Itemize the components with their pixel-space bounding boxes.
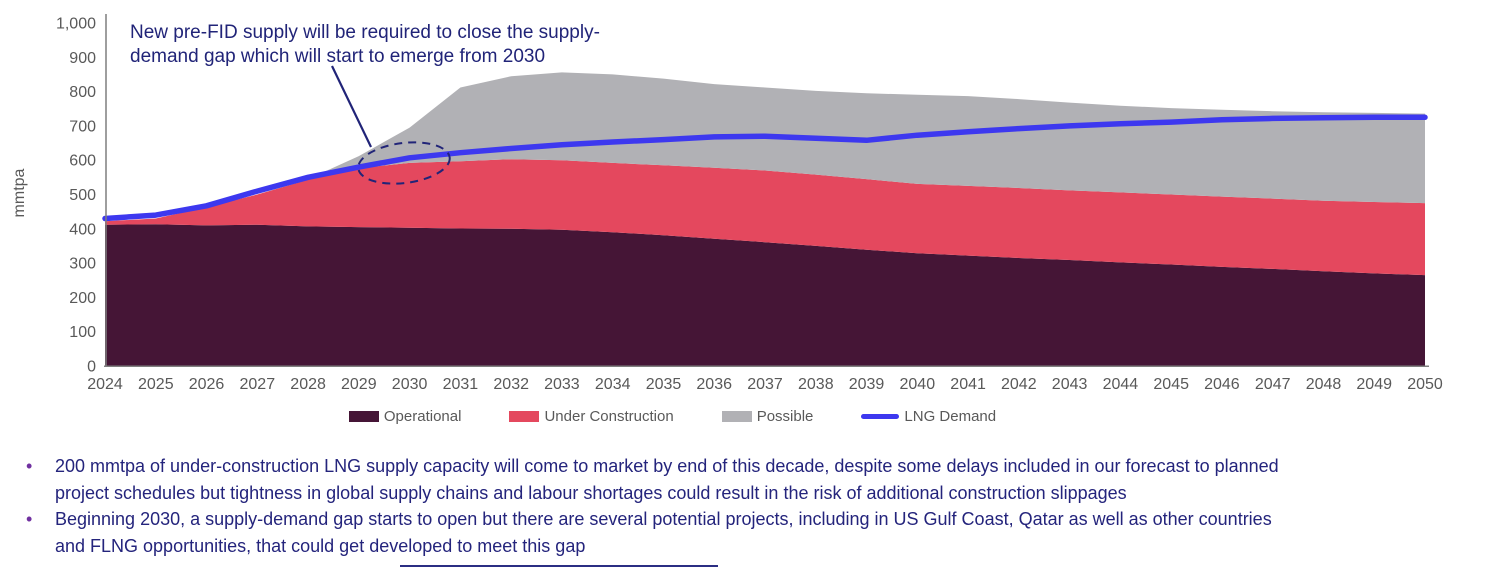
- lng-demand-legend-label: LNG Demand: [904, 407, 997, 425]
- bullet-supply-demand-gap: Beginning 2030, a supply-demand gap star…: [24, 506, 1466, 559]
- y-tick-label: 100: [69, 324, 96, 341]
- y-tick-label: 500: [69, 187, 96, 204]
- chart-legend: Operational Under Construction Possible …: [0, 405, 1345, 427]
- x-tick-label: 2024: [87, 376, 123, 393]
- x-tick-label: 2028: [290, 376, 326, 393]
- lng-demand-line: [102, 114, 1428, 222]
- x-tick-label: 2037: [747, 376, 783, 393]
- operational-legend-label: Operational: [383, 407, 462, 425]
- bullet-under-construction-capacity: 200 mmtpa of under-construction LNG supp…: [24, 453, 1466, 506]
- x-tick-label: 2034: [595, 376, 631, 393]
- axis-layer: 0 100 200 300 400 500 600 700 800 900 1,000 2024 202…: [11, 14, 1443, 393]
- y-tick-label: 300: [69, 256, 96, 273]
- x-tick-label: 2032: [493, 376, 529, 393]
- chart-annotation-line2: demand gap which will start to emerge fr…: [130, 46, 546, 67]
- y-tick-label: 800: [69, 84, 96, 101]
- x-tick-label: 2033: [544, 376, 580, 393]
- operational-swatch: [348, 410, 379, 422]
- y-tick-label: 700: [69, 118, 96, 135]
- y-axis-title: mmtpa: [11, 168, 28, 217]
- legend-item-possible: Possible: [721, 407, 814, 425]
- plot-layer: [102, 72, 1428, 366]
- chart-annotation-line1: New pre-FID supply will be required to c…: [130, 22, 600, 43]
- x-tick-label: 2043: [1052, 376, 1088, 393]
- x-tick-label: 2045: [1153, 376, 1189, 393]
- area-under-construction: [105, 159, 1425, 276]
- x-tick-label: 2029: [341, 376, 377, 393]
- y-tick-label: 200: [69, 290, 96, 307]
- annotation-highlight-ellipse: [357, 141, 451, 185]
- summary-bullet-list: 200 mmtpa of under-construction LNG supp…: [0, 453, 1472, 559]
- bullet-2-line-1: Beginning 2030, a supply-demand gap star…: [55, 509, 1272, 529]
- annotation-leader-line: [331, 65, 372, 148]
- possible-swatch: [721, 410, 752, 422]
- footer-divider-line: [400, 565, 718, 567]
- x-tick-label: 2047: [1255, 376, 1291, 393]
- x-tick-label: 2030: [392, 376, 428, 393]
- y-tick-label: 900: [69, 50, 96, 67]
- x-tick-label: 2035: [646, 376, 682, 393]
- under-construction-swatch: [509, 410, 540, 422]
- x-tick-label: 2040: [900, 376, 936, 393]
- y-tick-label: 0: [87, 359, 96, 376]
- x-tick-label: 2039: [849, 376, 885, 393]
- y-tick-label: 400: [69, 221, 96, 238]
- bullet-1-line-1: 200 mmtpa of under-construction LNG supp…: [55, 456, 1279, 476]
- x-tick-label: 2050: [1407, 376, 1443, 393]
- x-tick-label: 2049: [1356, 376, 1392, 393]
- x-tick-label: 2042: [1001, 376, 1037, 393]
- lng-supply-demand-outlook-chart: 0 100 200 300 400 500 600 700 800 900 1,000 2024 202…: [11, 14, 1443, 393]
- x-tick-label: 2031: [443, 376, 479, 393]
- y-tick-label: 1,000: [56, 16, 96, 33]
- x-tick-label: 2038: [798, 376, 834, 393]
- x-tick-label: 2027: [240, 376, 276, 393]
- legend-item-under-construction: Under Construction: [509, 407, 674, 425]
- area-operational: [105, 224, 1425, 366]
- bullet-2-line-2: and FLNG opportunities, that could get d…: [55, 535, 586, 556]
- x-tick-label: 2044: [1103, 376, 1139, 393]
- possible-legend-label: Possible: [756, 407, 814, 425]
- y-tick-label: 600: [69, 153, 96, 170]
- x-tick-label: 2046: [1204, 376, 1240, 393]
- x-tick-label: 2036: [696, 376, 732, 393]
- x-tick-label: 2026: [189, 376, 225, 393]
- bullet-1-line-2: project schedules but tightness in globa…: [55, 482, 1127, 503]
- x-tick-label: 2048: [1306, 376, 1342, 393]
- lng-demand-swatch: [861, 413, 900, 419]
- legend-item-lng-demand: LNG Demand: [861, 408, 996, 425]
- x-tick-label: 2041: [950, 376, 986, 393]
- chart-annotation: New pre-FID supply will be required to c…: [130, 21, 730, 69]
- under-construction-legend-label: Under Construction: [544, 407, 674, 425]
- legend-item-operational: Operational: [348, 407, 462, 425]
- x-tick-label: 2025: [138, 376, 174, 393]
- area-possible: [105, 72, 1425, 222]
